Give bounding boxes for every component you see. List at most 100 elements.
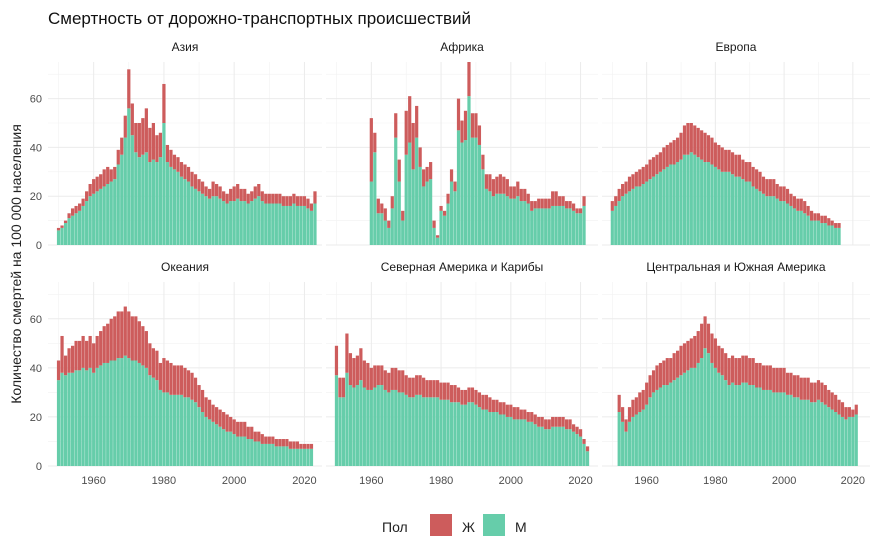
bar-segment-zh bbox=[63, 355, 68, 376]
bar-segment-zh bbox=[565, 201, 569, 209]
bar-segment-m bbox=[56, 230, 61, 245]
bar-segment-zh bbox=[689, 338, 693, 368]
bar-segment-zh bbox=[854, 404, 858, 415]
bar-segment-zh bbox=[176, 157, 180, 172]
bar-segment-m bbox=[92, 372, 96, 466]
bar-segment-zh bbox=[755, 362, 759, 388]
bar-segment-m bbox=[495, 193, 499, 245]
bar-segment-m bbox=[352, 387, 356, 466]
bar-segment-m bbox=[727, 385, 731, 466]
bar-segment-m bbox=[810, 220, 814, 245]
bar-segment-m bbox=[137, 157, 141, 245]
bar-segment-m bbox=[558, 205, 562, 245]
bar-segment-m bbox=[74, 370, 78, 466]
bar-segment-m bbox=[376, 213, 380, 245]
bar-segment-m bbox=[418, 166, 422, 245]
bar-segment-m bbox=[519, 419, 523, 466]
bar-segment-zh bbox=[638, 169, 642, 187]
bar-segment-zh bbox=[345, 333, 349, 373]
bar-segment-m bbox=[137, 362, 141, 466]
bar-segment-m bbox=[60, 372, 64, 466]
bar-segment-zh bbox=[585, 446, 590, 452]
bar-segment-zh bbox=[60, 335, 64, 373]
bar-segment-zh bbox=[435, 235, 440, 238]
bar-segment-zh bbox=[380, 365, 384, 386]
bar-segment-m bbox=[67, 218, 71, 245]
bar-segment-m bbox=[172, 394, 177, 466]
bar-segment-zh bbox=[449, 169, 454, 182]
bar-segment-zh bbox=[554, 191, 558, 206]
bar-segment-zh bbox=[638, 392, 642, 413]
bar-segment-m bbox=[355, 385, 359, 466]
bar-segment-m bbox=[785, 203, 790, 245]
bar-segment-zh bbox=[689, 123, 693, 153]
bar-segment-m bbox=[662, 385, 666, 466]
bar-segment-zh bbox=[575, 426, 579, 435]
bar-segment-zh bbox=[404, 375, 408, 395]
bar-segment-zh bbox=[278, 439, 282, 447]
bar-segment-zh bbox=[218, 409, 222, 427]
bar-segment-m bbox=[292, 448, 296, 466]
bar-segment-m bbox=[425, 181, 429, 245]
bar-segment-m bbox=[390, 389, 394, 466]
bar-segment-m bbox=[737, 385, 742, 466]
bar-segment-m bbox=[834, 227, 838, 245]
bar-segment-zh bbox=[498, 174, 502, 194]
bar-segment-zh bbox=[696, 127, 700, 158]
bar-segment-m bbox=[179, 394, 184, 466]
bar-segment-m bbox=[369, 389, 373, 466]
bar-segment-zh bbox=[686, 123, 690, 155]
bar-segment-zh bbox=[302, 196, 307, 206]
bar-segment-zh bbox=[408, 377, 412, 398]
bar-segment-m bbox=[264, 203, 268, 245]
bar-segment-m bbox=[239, 436, 243, 466]
bar-segment-zh bbox=[658, 362, 662, 388]
bar-segment-m bbox=[243, 201, 247, 245]
bar-segment-zh bbox=[741, 159, 745, 180]
bar-segment-m bbox=[200, 193, 205, 245]
bar-segment-m bbox=[439, 399, 443, 466]
bar-segment-zh bbox=[792, 196, 796, 209]
bar-segment-zh bbox=[551, 191, 555, 206]
bar-segment-zh bbox=[250, 191, 254, 202]
bar-segment-zh bbox=[512, 186, 516, 199]
bar-segment-m bbox=[648, 179, 652, 245]
bar-segment-zh bbox=[765, 179, 769, 197]
bar-segment-zh bbox=[665, 358, 669, 386]
bar-segment-zh bbox=[425, 380, 429, 398]
bar-segment-m bbox=[435, 237, 440, 245]
bar-segment-m bbox=[81, 205, 85, 245]
bar-segment-zh bbox=[183, 367, 187, 398]
bar-segment-zh bbox=[803, 201, 807, 214]
legend-key bbox=[430, 514, 452, 536]
bar-segment-m bbox=[232, 434, 236, 466]
bar-segment-zh bbox=[558, 416, 562, 427]
bar-segment-m bbox=[165, 162, 170, 245]
bar-segment-m bbox=[782, 201, 786, 245]
bar-segment-zh bbox=[179, 365, 184, 395]
bar-segment-m bbox=[411, 397, 415, 466]
bar-segment-zh bbox=[120, 311, 124, 359]
bar-segment-zh bbox=[481, 154, 485, 170]
bar-segment-m bbox=[432, 397, 436, 466]
bar-segment-m bbox=[429, 397, 433, 466]
bar-segment-zh bbox=[116, 311, 120, 359]
bar-segment-zh bbox=[225, 414, 229, 432]
bar-segment-m bbox=[271, 203, 275, 245]
bar-segment-zh bbox=[713, 142, 717, 167]
bar-segment-m bbox=[734, 385, 738, 466]
bar-segment-zh bbox=[789, 193, 793, 206]
bar-segment-m bbox=[120, 154, 124, 245]
bar-segment-zh bbox=[547, 419, 551, 430]
bar-segment-m bbox=[658, 387, 662, 466]
bar-segment-zh bbox=[775, 367, 779, 393]
bar-segment-m bbox=[470, 402, 475, 466]
bar-segment-m bbox=[734, 176, 738, 245]
bar-segment-zh bbox=[512, 407, 516, 420]
bar-segment-zh bbox=[106, 323, 110, 363]
bar-segment-m bbox=[571, 431, 576, 466]
bar-segment-zh bbox=[768, 365, 772, 390]
bar-segment-zh bbox=[218, 186, 222, 199]
bar-segment-m bbox=[703, 348, 707, 466]
bar-segment-m bbox=[484, 188, 489, 245]
